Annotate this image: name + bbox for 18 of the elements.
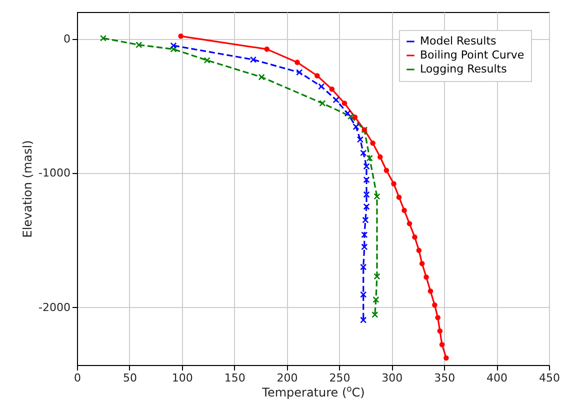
- legend-label: Model Results: [420, 34, 497, 48]
- x-axis-title: Temperature ($^{o}$C): [261, 384, 365, 400]
- y-tick-label: -2000: [38, 300, 70, 314]
- x-tick-label: 50: [122, 372, 137, 384]
- x-tick-label: 200: [276, 372, 298, 384]
- x-tick-label: 0: [74, 372, 81, 384]
- x-tick-label: 250: [329, 372, 350, 384]
- y-tick-label: 0: [64, 32, 70, 46]
- legend-label: Logging Results: [420, 62, 508, 76]
- y-axis-title: Elevation (masl): [20, 140, 35, 238]
- x-tick-label: 450: [539, 372, 560, 384]
- x-tick-label: 150: [224, 372, 246, 384]
- legend-label: Boiling Point Curve: [420, 48, 524, 62]
- x-tick-label: 350: [434, 372, 456, 384]
- x-tick-label: 400: [486, 372, 508, 384]
- y-tick-label: -1000: [38, 166, 70, 180]
- x-tick-label: 100: [172, 372, 193, 384]
- x-tick-label: 300: [382, 372, 403, 384]
